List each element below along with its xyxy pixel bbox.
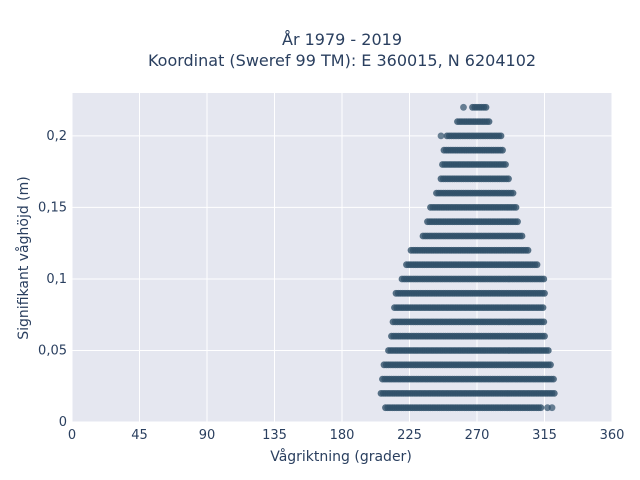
data-point (485, 118, 493, 125)
data-points (377, 103, 558, 412)
x-tick-label: 360 (600, 428, 625, 443)
data-point (541, 289, 548, 297)
x-axis-ticks: 0 45 90 135 180 225 270 315 360 (68, 428, 625, 443)
chart-title: År 1979 - 2019 (282, 30, 402, 49)
data-point (512, 204, 520, 211)
y-tick-label: 0,2 (46, 129, 67, 144)
x-tick-label: 270 (465, 428, 490, 443)
data-point (514, 218, 521, 226)
x-tick-label: 225 (397, 428, 422, 443)
data-point (541, 332, 548, 340)
x-tick-label: 45 (131, 428, 148, 443)
data-point (550, 390, 558, 397)
x-tick-label: 0 (68, 428, 76, 443)
x-tick-label: 180 (330, 428, 355, 443)
data-point (437, 132, 445, 140)
data-point (524, 246, 532, 254)
y-tick-label: 0 (59, 415, 67, 430)
data-point (509, 189, 517, 197)
data-point (550, 375, 557, 383)
chart-subtitle: Koordinat (Sweref 99 TM): E 360015, N 62… (148, 51, 536, 70)
data-point (533, 261, 541, 269)
y-tick-label: 0,05 (38, 343, 67, 358)
data-point (505, 175, 512, 183)
x-tick-label: 90 (199, 428, 216, 443)
data-point (499, 146, 506, 154)
y-tick-label: 0,15 (38, 200, 67, 215)
x-tick-label: 315 (532, 428, 557, 443)
x-axis-label: Vågriktning (grader) (270, 448, 412, 465)
x-tick-label: 135 (262, 428, 287, 443)
data-point (497, 132, 505, 140)
y-axis-ticks: 0 0,05 0,1 0,15 0,2 (38, 129, 67, 430)
data-point (518, 232, 526, 240)
data-point (540, 275, 548, 283)
data-point (537, 404, 545, 412)
data-point (544, 347, 552, 354)
data-point (460, 103, 467, 111)
data-point (539, 304, 547, 311)
y-axis-label: Signifikant våghöjd (m) (15, 176, 32, 339)
data-point (540, 318, 548, 326)
data-point (548, 404, 556, 412)
data-point (482, 103, 490, 111)
data-point (502, 161, 509, 168)
y-tick-label: 0,1 (46, 272, 67, 287)
data-point (547, 361, 554, 369)
